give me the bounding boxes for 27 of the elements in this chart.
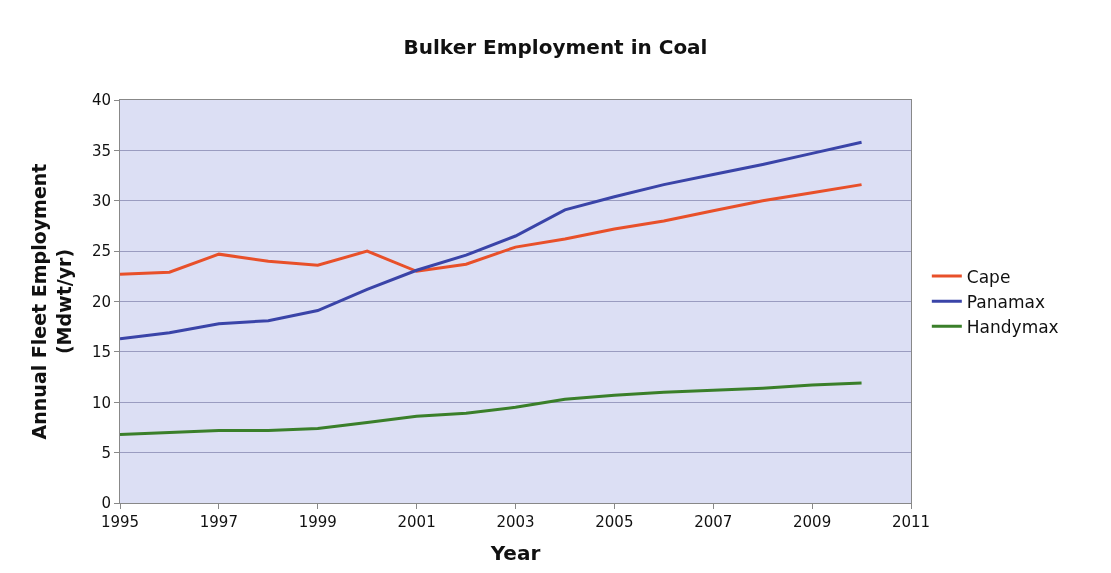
x-tick-label: 2003: [496, 513, 535, 531]
x-tick-label: 1999: [298, 513, 337, 531]
legend-label: Handymax: [966, 316, 1059, 337]
y-tick-label: 15: [91, 343, 111, 362]
line-series: [120, 140, 864, 341]
y-tick-label: 30: [91, 192, 111, 210]
chart-title: Bulker Employment in Coal: [403, 35, 708, 60]
y-tick-label: 40: [91, 91, 111, 110]
line-series: [120, 183, 864, 276]
y-tick-label: 25: [91, 242, 111, 261]
x-tick-label: 1997: [199, 513, 238, 531]
y-axis-title: Annual Fleet Employment (Mdwt/yr): [28, 163, 75, 440]
y-tick-label: 35: [91, 141, 111, 160]
y-tick-label: 5: [101, 443, 111, 462]
x-tick-label: 2005: [595, 513, 634, 531]
x-tick-label: 2011: [891, 513, 931, 531]
x-tick-label: 2007: [694, 513, 733, 531]
line-series: [120, 381, 864, 436]
legend-label: Cape: [966, 266, 1011, 287]
y-tick-label: 0: [101, 494, 111, 513]
y-tick-label: 10: [91, 393, 111, 412]
x-tick-label: 2009: [793, 513, 832, 531]
x-tick-label: 1995: [100, 513, 140, 531]
y-tick-label: 20: [91, 292, 111, 311]
x-axis-title: Year: [489, 540, 541, 565]
legend-label: Panamax: [966, 291, 1045, 312]
x-tick-label: 2001: [397, 513, 436, 531]
